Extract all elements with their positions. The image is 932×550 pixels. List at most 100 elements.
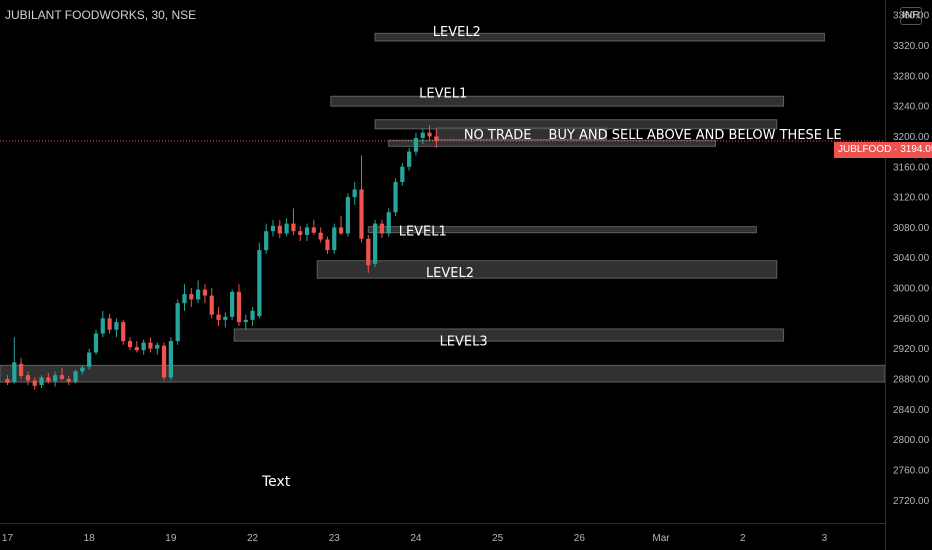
candle-body [223,316,228,320]
candle-body [386,212,391,234]
y-tick-label: 2880.00 [893,374,930,385]
y-tick-label: 3280.00 [893,71,930,82]
candle-body [393,181,398,213]
x-axis-ticks: 17 18 19 22 23 24 25 26 Mar 2 3 [2,533,828,544]
x-tick-label: 18 [84,533,96,544]
candle-body [46,377,51,382]
zone-rectangle [0,364,886,383]
y-tick-label: 3160.00 [893,162,930,173]
zone-label: LEVEL3 [440,334,488,349]
y-tick-label: 3320.00 [893,41,930,52]
last-price-tag: JUBLFOOD · 3194.05 [834,142,932,158]
x-tick-label: 22 [247,533,259,544]
candle-body [73,371,78,383]
candle-body [250,310,255,320]
zone-label: BUY AND SELL ABOVE AND BELOW THESE LE [549,128,842,143]
candle-body [32,380,37,386]
y-axis-ticks: 2720.00 2760.00 2800.00 2840.00 2880.00 2920.… [893,11,930,507]
x-tick-label: 26 [574,533,586,544]
candle-body [400,166,405,182]
candle-body [311,227,316,233]
candle-body [332,227,337,251]
candle-body [407,151,412,167]
zone-rectangle [233,328,785,342]
candle-body [121,322,126,342]
zone-label: LEVEL2 [426,266,474,281]
zone-label: LEVEL1 [419,86,467,101]
x-tick-label: 3 [822,533,828,544]
candle-body [264,231,269,251]
price-axis-divider [885,0,886,550]
x-tick-label: 23 [329,533,341,544]
candle-body [141,342,146,351]
candle-body [277,225,282,234]
x-tick-label: 19 [165,533,177,544]
y-tick-label: 3000.00 [893,284,930,295]
candle-body [352,189,357,198]
candle-body [243,319,248,323]
y-tick-label: 3120.00 [893,193,930,204]
y-tick-label: 2920.00 [893,344,930,355]
candle-body [366,238,371,266]
y-tick-label: 2760.00 [893,465,930,476]
candle-body [59,375,65,379]
candle-body [182,294,187,304]
candle-body [325,239,330,251]
candle-body [304,227,310,235]
candle-body [230,291,235,317]
candle-body [18,363,24,376]
candle-body [107,318,112,330]
zone-label: NO TRADE [464,128,532,143]
x-tick-label: 2 [740,533,746,544]
y-tick-label: 3360.00 [893,11,930,22]
candle-body [338,227,344,234]
candle-body [209,295,214,315]
candle-body [216,314,221,320]
candle-body [202,289,208,296]
candle-body [298,231,303,235]
candle-body [5,378,10,383]
zone-label: LEVEL1 [399,224,447,239]
candle-body [155,344,160,349]
y-tick-label: 3240.00 [893,102,930,113]
y-tick-label: 2720.00 [893,496,930,507]
x-tick-label: Mar [652,533,670,544]
y-tick-label: 3200.00 [893,132,930,143]
candle-body [127,341,133,348]
candle-body [284,223,289,234]
x-tick-label: 24 [410,533,422,544]
x-tick-label: 17 [2,533,14,544]
candle-body [413,137,419,152]
zone-rectangle [374,32,825,42]
candle-body [100,318,105,334]
time-axis-divider [0,523,885,524]
candle-body [66,378,71,383]
text-annotation[interactable]: Text [262,474,291,490]
candle-body [372,223,378,264]
symbol-title[interactable]: JUBILANT FOODWORKS, 30, NSE [5,8,197,22]
y-tick-label: 2840.00 [893,405,930,416]
candle-body [270,225,276,232]
candle-body [168,341,173,378]
currency-button[interactable]: INR [900,7,922,25]
candle-body [318,232,323,240]
candle-body [189,294,194,300]
zone-rectangle [316,260,778,279]
candle-body [345,197,350,234]
candle-body [175,303,180,342]
candle-body [291,223,296,232]
candle-body [161,345,167,378]
zone-annotations: LEVEL2 LEVEL1 NO TRADE BUY AND SELL ABOVE A… [399,25,842,349]
zone-rectangle [367,226,757,234]
drawn-zones [0,32,886,383]
candle-body [80,367,85,372]
candle-body [53,375,58,382]
candles [5,125,439,390]
zone-rectangle [330,95,785,107]
x-tick-label: 25 [492,533,504,544]
candle-body [134,347,139,351]
candle-body [114,322,119,330]
candle-body [25,375,31,381]
